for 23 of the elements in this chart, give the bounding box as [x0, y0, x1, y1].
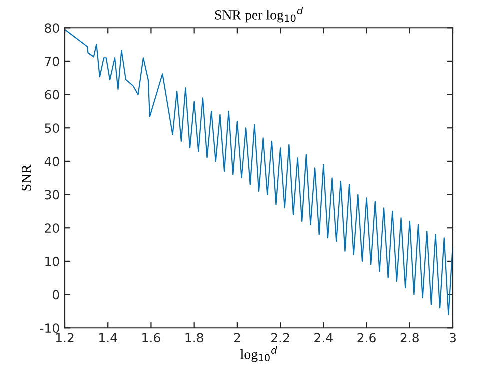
y-tick-label: -10: [40, 324, 60, 334]
x-tick-label: 2.2: [272, 333, 290, 342]
x-tick-label: 2.6: [358, 333, 376, 343]
x-axis-title: log$_{10}$$^{d}$: [240, 346, 278, 362]
x-tick-label: 1.4: [100, 333, 118, 342]
x-tick-label: 3: [450, 333, 456, 343]
x-tick-label: 1.6: [142, 333, 160, 343]
y-tick-label: 60: [45, 90, 60, 100]
x-tick-label: 2: [234, 333, 240, 342]
y-tick-label: 0: [53, 290, 60, 300]
y-tick-label: 10: [46, 256, 60, 266]
x-tick-label: 2.8: [400, 333, 419, 343]
y-tick-label: 30: [45, 190, 60, 200]
y-tick-label: 70: [45, 56, 60, 66]
chart-title: SNR per log$_{10}$$^{d}$: [215, 7, 304, 23]
x-tick-label: 1.2: [56, 333, 74, 342]
x-tick-label: 2.4: [314, 333, 333, 342]
y-tick-label: 40: [44, 156, 60, 166]
y-tick-label: 80: [45, 24, 60, 34]
y-tick-label: 50: [45, 124, 60, 134]
x-tick-label: 1.8: [186, 333, 204, 343]
y-tick-label: 20: [45, 224, 60, 234]
y-axis-title: SNR: [22, 164, 32, 191]
